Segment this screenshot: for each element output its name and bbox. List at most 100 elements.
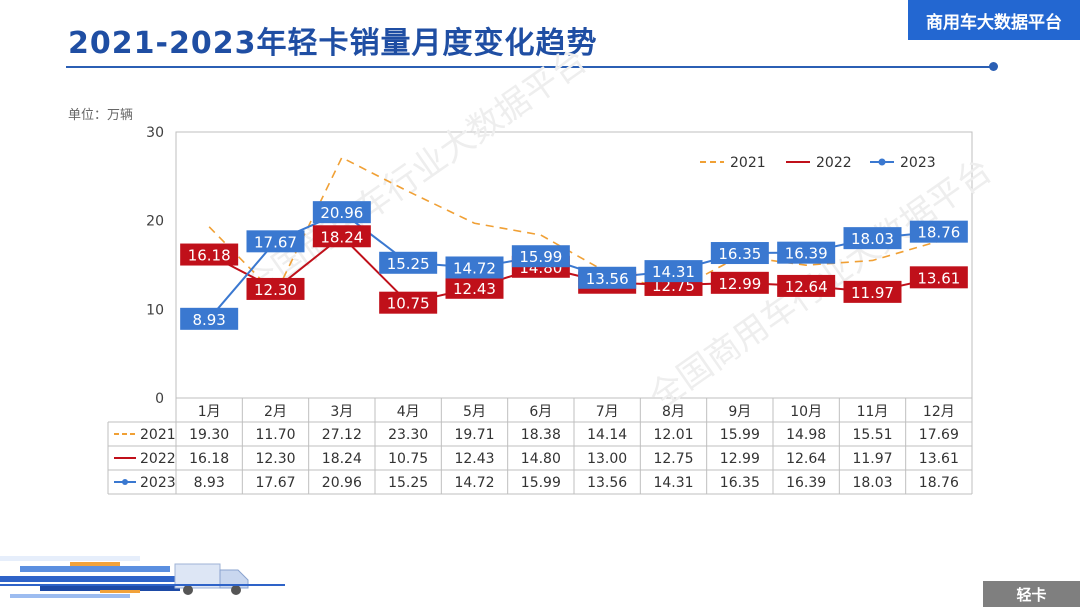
data-label-box-2023: [379, 251, 438, 274]
divider-dot: [989, 62, 998, 71]
table-cell-2023: 14.31: [653, 475, 693, 491]
y-tick-label: 0: [155, 391, 164, 407]
data-label-2022: 16.18: [188, 247, 231, 265]
table-cell-2021: 15.99: [720, 427, 760, 443]
data-label-box-2023: [909, 220, 968, 243]
page-title: 2021-2023年轻卡销量月度变化趋势: [68, 26, 598, 61]
table-month-header: 12月: [923, 404, 955, 420]
table-cell-2021: 19.71: [454, 427, 494, 443]
data-label-box-2023: [578, 266, 637, 289]
table-cell-2021: 23.30: [388, 427, 428, 443]
table-cell-2022: 13.61: [919, 451, 959, 467]
data-label-box-2023: [644, 260, 703, 283]
table-series-name-2023: 2023: [140, 475, 176, 491]
table-cell-2023: 15.25: [388, 475, 428, 491]
data-label-2023: 17.67: [254, 233, 297, 251]
table-cell-2022: 12.99: [720, 451, 760, 467]
table-cell-2023: 17.67: [255, 475, 295, 491]
data-label-box-2023: [246, 230, 305, 253]
data-label-box-2023: [180, 307, 239, 330]
table-series-marker-2023: [122, 479, 128, 485]
data-label-box-2022: [180, 243, 239, 266]
data-label-2023: 20.96: [320, 204, 363, 222]
data-label-box-2023: [710, 242, 769, 265]
data-label-box-2023: [445, 256, 504, 279]
table-month-header: 2月: [264, 404, 287, 420]
data-label-2022: 12.30: [254, 281, 297, 299]
data-label-2023: 13.56: [586, 270, 629, 288]
data-label-box-2022: [312, 225, 371, 248]
table-cell-2021: 14.14: [587, 427, 627, 443]
data-label-box-2023: [511, 245, 570, 268]
table-cell-2023: 16.39: [786, 475, 826, 491]
table-cell-2023: 16.35: [720, 475, 760, 491]
table-month-header: 3月: [330, 404, 353, 420]
data-label-box-2023: [843, 227, 902, 250]
table-cell-2021: 27.12: [322, 427, 362, 443]
data-label-2023: 8.93: [192, 311, 225, 329]
data-label-2022: 10.75: [387, 295, 430, 313]
data-label-box-2023: [312, 201, 371, 224]
table-cell-2023: 13.56: [587, 475, 627, 491]
table-cell-2023: 15.99: [521, 475, 561, 491]
data-label-2022: 18.24: [320, 228, 363, 246]
data-label-2022: 11.97: [851, 284, 894, 302]
legend-marker-2023: [878, 158, 886, 166]
legend-label-2022: 2022: [816, 155, 852, 171]
y-tick-label: 10: [146, 302, 164, 318]
data-label-2022: 13.61: [917, 269, 960, 287]
table-cell-2022: 13.00: [587, 451, 627, 467]
y-tick-label: 30: [146, 125, 164, 141]
data-label-box-2022: [909, 266, 968, 289]
speed-lines: [0, 556, 180, 598]
data-label-2023: 14.72: [453, 259, 496, 277]
table-month-header: 9月: [728, 404, 751, 420]
data-label-box-2023: [777, 241, 836, 264]
data-label-box-2022: [710, 271, 769, 294]
table-cell-2022: 12.30: [255, 451, 295, 467]
table-cell-2023: 8.93: [194, 475, 225, 491]
table-month-header: 10月: [790, 404, 822, 420]
brand-badge: 商用车大数据平台: [908, 0, 1080, 40]
table-month-header: 5月: [463, 404, 486, 420]
data-label-2023: 14.31: [652, 263, 695, 281]
table-cell-2021: 18.38: [521, 427, 561, 443]
table-cell-2021: 15.51: [852, 427, 892, 443]
data-label-2023: 18.03: [851, 230, 894, 248]
table-cell-2022: 12.43: [454, 451, 494, 467]
table-cell-2022: 14.80: [521, 451, 561, 467]
header: 2021-2023年轻卡销量月度变化趋势: [0, 0, 1080, 72]
table-cell-2022: 12.64: [786, 451, 826, 467]
data-label-box-2022: [379, 291, 438, 314]
truck-decoration: [0, 556, 285, 598]
data-label-2023: 15.25: [387, 255, 430, 273]
data-label-box-2022: [445, 276, 504, 299]
data-label-2023: 16.35: [718, 245, 761, 263]
data-label-2023: 16.39: [785, 245, 828, 263]
series-line-2021: [208, 156, 940, 296]
table-series-name-2021: 2021: [140, 427, 176, 443]
title-divider: [66, 66, 994, 68]
table-cell-2022: 12.75: [653, 451, 693, 467]
table-month-header: 11月: [857, 404, 889, 420]
data-label-box-2022: [246, 277, 305, 300]
table-month-header: 6月: [529, 404, 552, 420]
data-label-2022: 12.99: [718, 275, 761, 293]
data-label-2022: 12.64: [785, 278, 828, 296]
legend-label-2021: 2021: [730, 155, 766, 171]
y-tick-label: 20: [146, 214, 164, 230]
truck-icon: [174, 563, 249, 595]
unit-label: 单位：万辆: [68, 108, 134, 123]
table-cell-2021: 11.70: [255, 427, 295, 443]
table-cell-2023: 20.96: [322, 475, 362, 491]
table-cell-2021: 12.01: [653, 427, 693, 443]
table-month-header: 1月: [198, 404, 221, 420]
data-label-box-2022: [777, 274, 836, 297]
table-cell-2022: 10.75: [388, 451, 428, 467]
data-label-box-2022: [843, 280, 902, 303]
table-month-header: 7月: [596, 404, 619, 420]
table-cell-2023: 18.03: [852, 475, 892, 491]
table-cell-2023: 14.72: [454, 475, 494, 491]
table-cell-2021: 17.69: [919, 427, 959, 443]
